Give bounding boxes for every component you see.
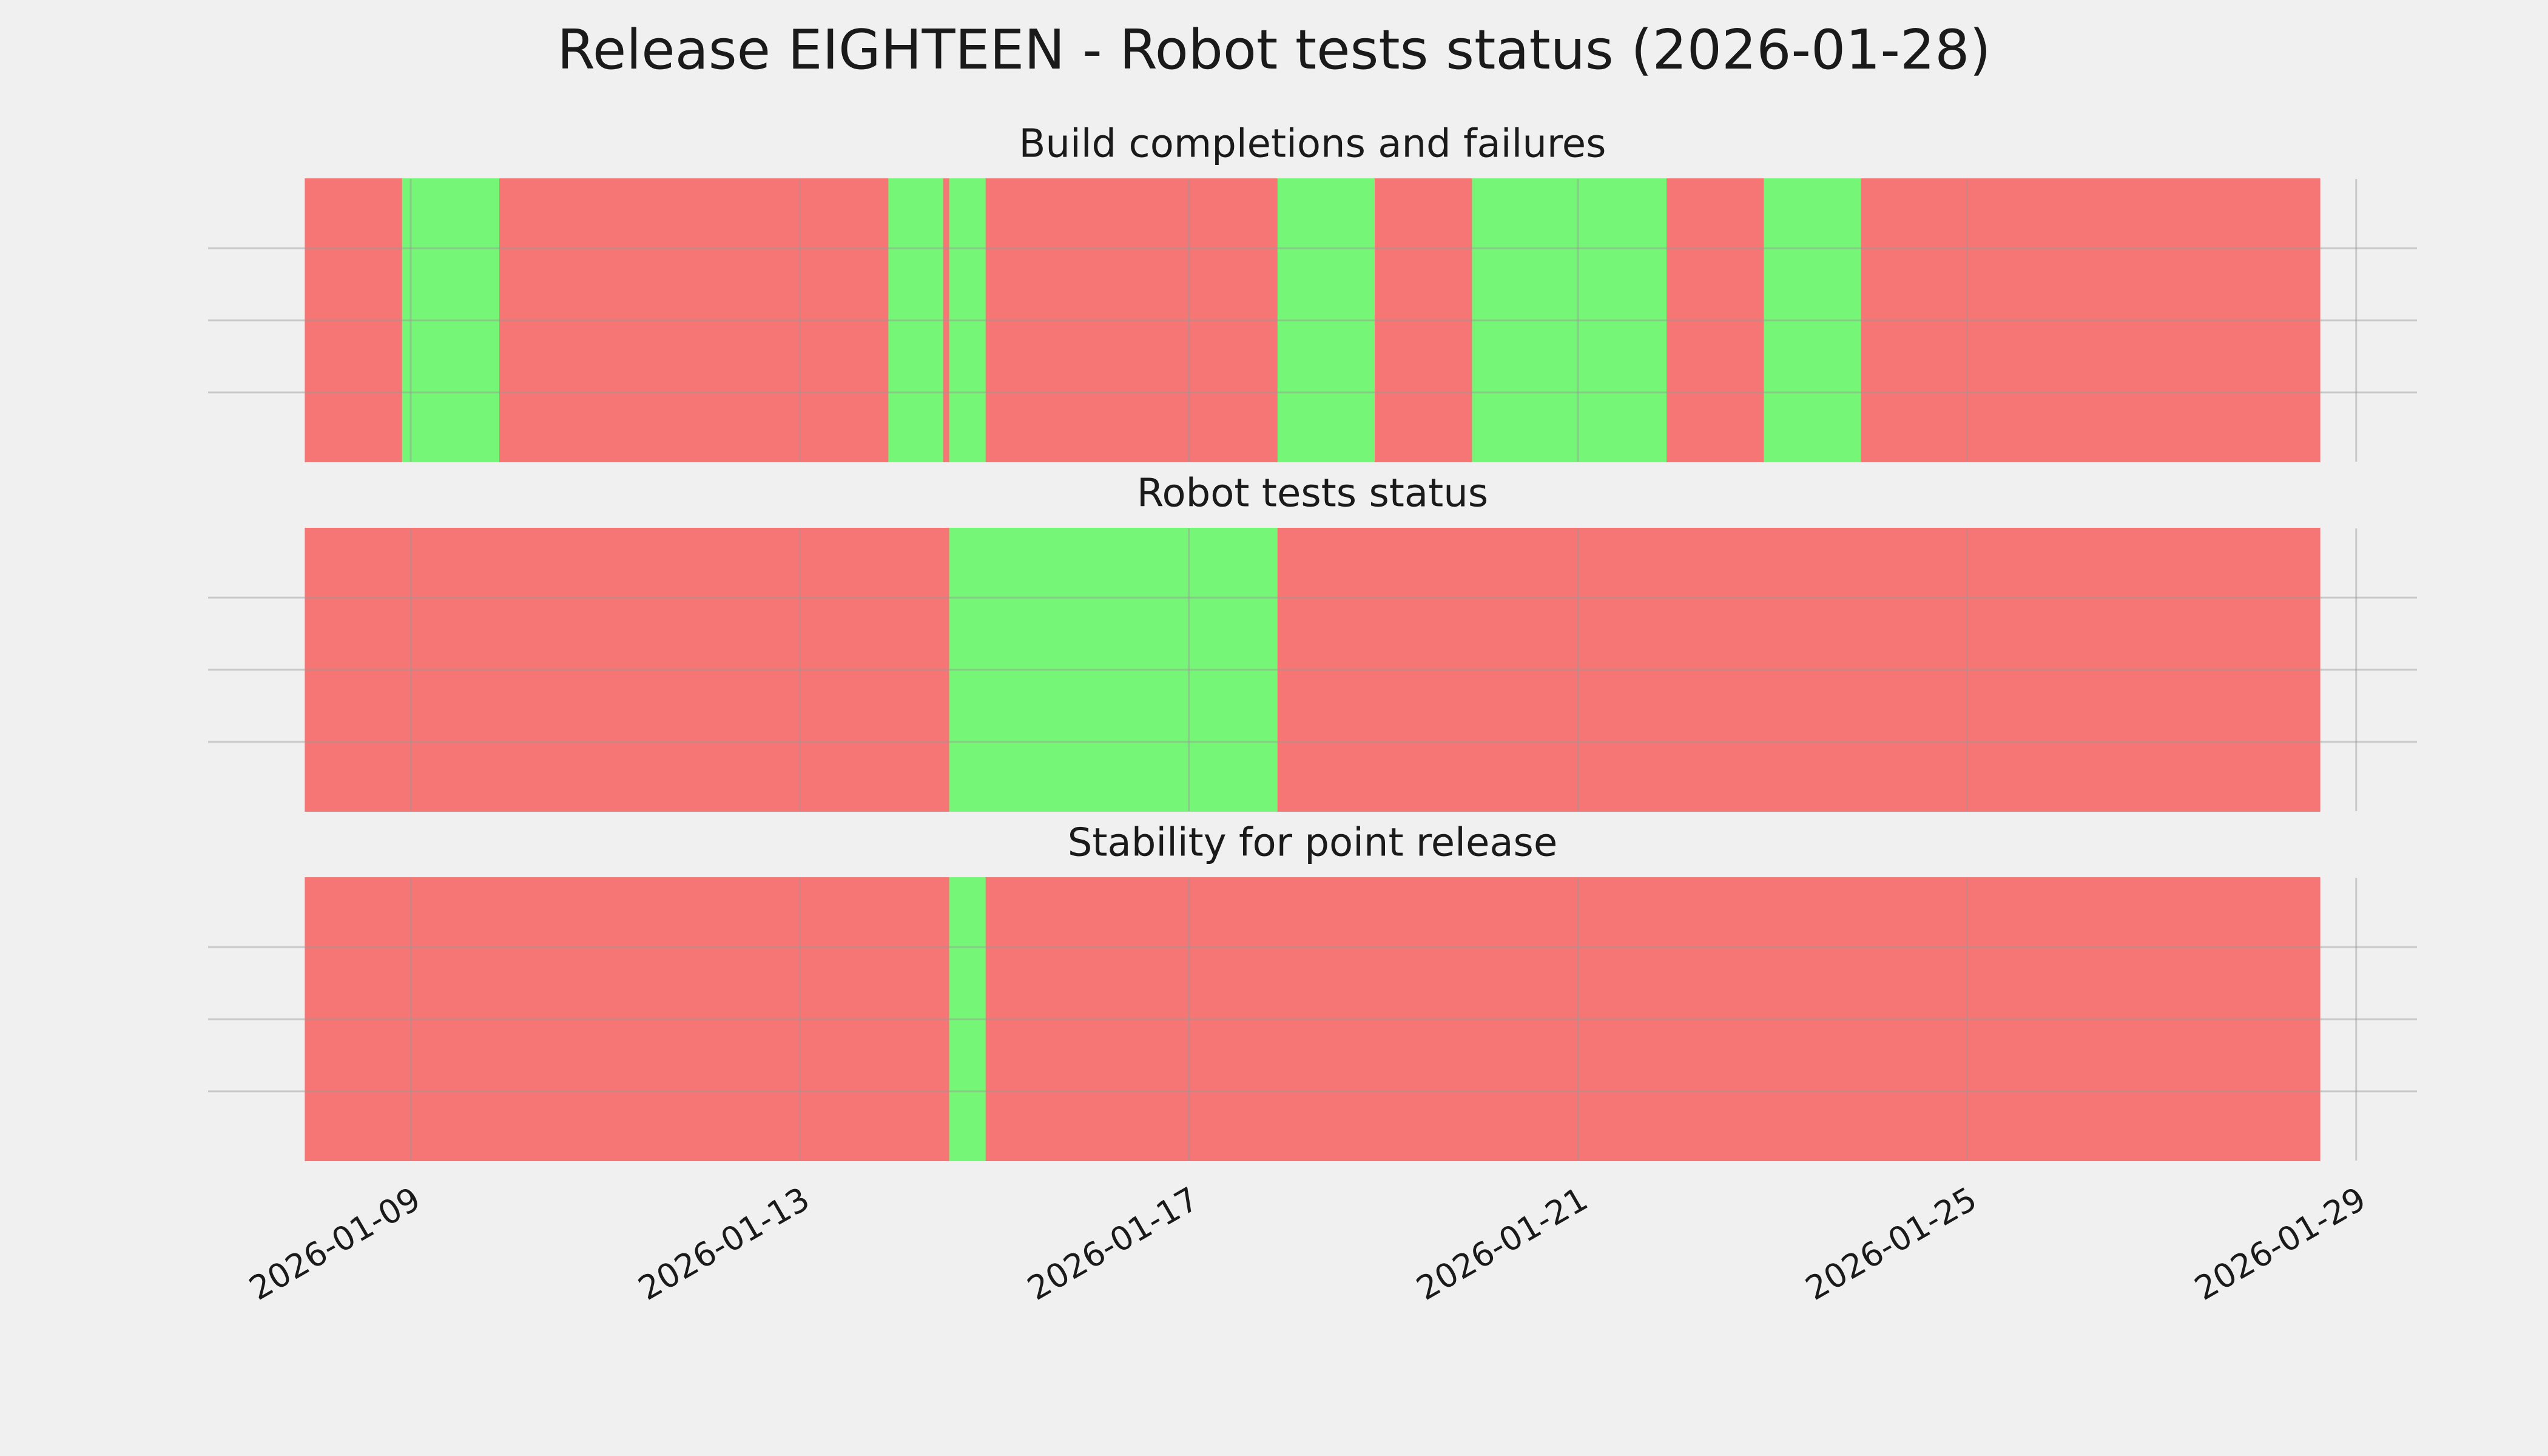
status-span <box>499 178 890 462</box>
status-span <box>1277 528 2320 812</box>
status-span <box>1375 178 1474 462</box>
status-span <box>305 528 951 812</box>
status-span <box>1861 178 2320 462</box>
status-span <box>1667 178 1765 462</box>
status-span <box>985 178 1279 462</box>
status-span <box>1277 178 1377 462</box>
panel-title: Robot tests status <box>1137 471 1488 516</box>
status-span <box>1472 178 1668 462</box>
status-span <box>888 178 945 462</box>
status-span <box>305 877 951 1161</box>
panel-title: Stability for point release <box>1068 821 1558 866</box>
chart-title: Release EIGHTEEN - Robot tests status (2… <box>557 18 1990 82</box>
status-span <box>949 178 987 462</box>
status-span <box>985 877 2320 1161</box>
status-span <box>1764 178 1862 462</box>
panel-title: Build completions and failures <box>1019 122 1606 167</box>
status-span <box>402 178 501 462</box>
status-span <box>949 528 1279 812</box>
status-span <box>305 178 403 462</box>
